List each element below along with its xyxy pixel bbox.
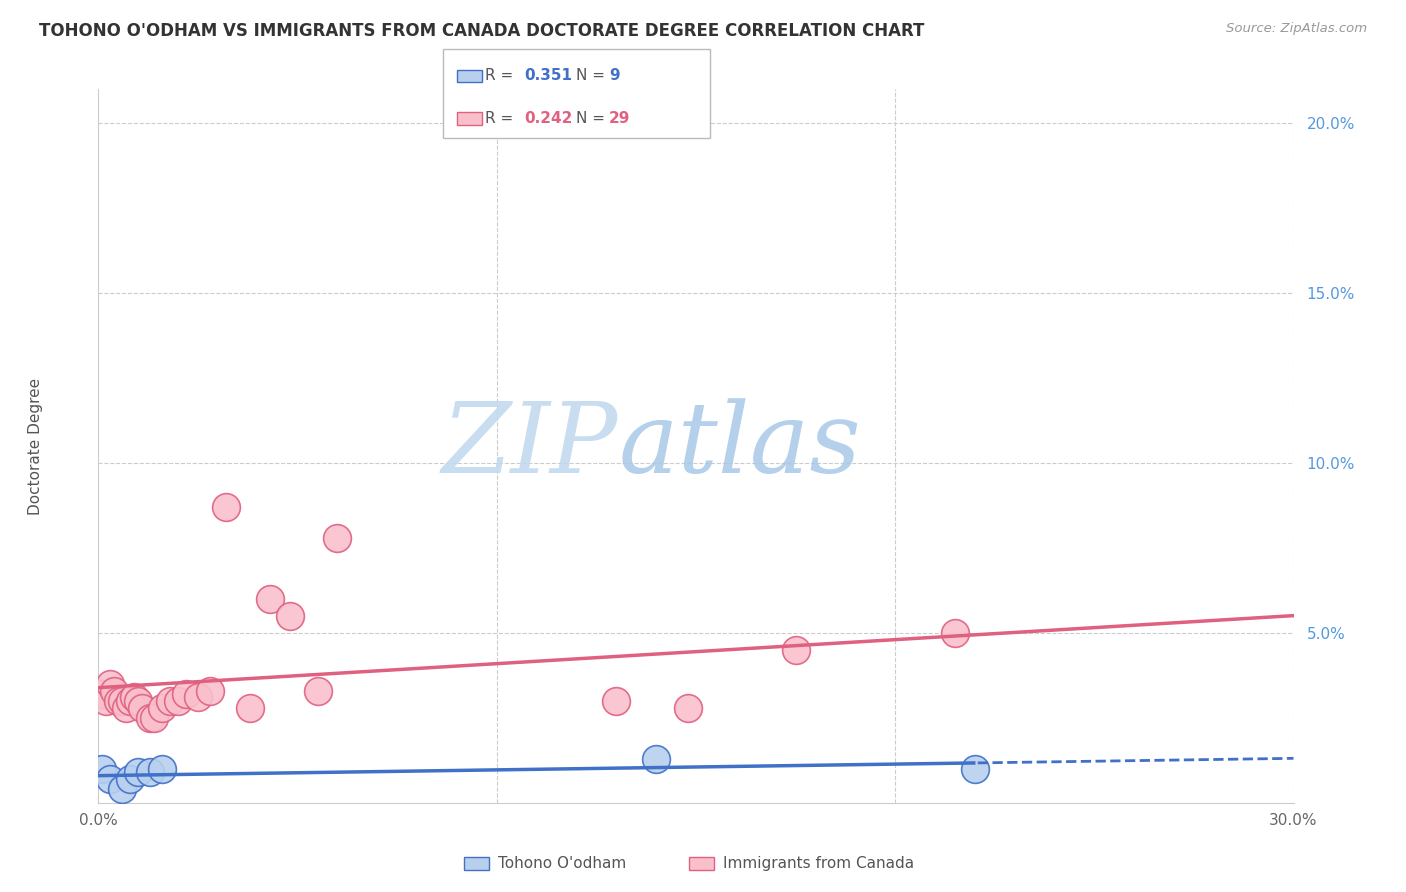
Point	[159, 694, 181, 708]
Text: N =: N =	[576, 112, 606, 126]
Point	[120, 694, 142, 708]
Point	[131, 700, 153, 714]
Point	[120, 772, 142, 786]
Point	[278, 608, 301, 623]
Point	[326, 531, 349, 545]
Point	[963, 762, 986, 776]
Point	[143, 711, 166, 725]
Point	[139, 765, 162, 780]
Point	[111, 694, 134, 708]
Point	[150, 700, 173, 714]
Point	[645, 751, 668, 765]
Point	[943, 626, 966, 640]
Text: 9: 9	[609, 69, 620, 83]
Text: TOHONO O'ODHAM VS IMMIGRANTS FROM CANADA DOCTORATE DEGREE CORRELATION CHART: TOHONO O'ODHAM VS IMMIGRANTS FROM CANADA…	[39, 22, 925, 40]
Point	[98, 677, 122, 691]
Text: atlas: atlas	[619, 399, 860, 493]
Point	[215, 500, 238, 515]
Point	[259, 591, 281, 606]
Y-axis label: Doctorate Degree: Doctorate Degree	[28, 377, 42, 515]
Point	[98, 772, 122, 786]
Point	[111, 782, 134, 797]
Text: Immigrants from Canada: Immigrants from Canada	[723, 856, 914, 871]
Text: Source: ZipAtlas.com: Source: ZipAtlas.com	[1226, 22, 1367, 36]
Point	[307, 683, 329, 698]
Point	[127, 694, 149, 708]
Text: N =: N =	[576, 69, 606, 83]
Text: 0.242: 0.242	[524, 112, 572, 126]
Point	[96, 694, 118, 708]
Point	[107, 694, 129, 708]
Point	[239, 700, 262, 714]
Point	[127, 765, 149, 780]
Point	[785, 643, 807, 657]
Point	[187, 690, 209, 705]
Text: Tohono O'odham: Tohono O'odham	[498, 856, 626, 871]
Point	[198, 683, 221, 698]
Point	[676, 700, 699, 714]
Point	[139, 711, 162, 725]
Text: R =: R =	[485, 112, 519, 126]
Text: 0.351: 0.351	[524, 69, 572, 83]
Point	[174, 687, 197, 701]
Point	[124, 690, 146, 705]
Point	[115, 700, 138, 714]
Text: 29: 29	[609, 112, 630, 126]
Point	[167, 694, 190, 708]
Text: ZIP: ZIP	[441, 399, 619, 493]
Point	[150, 762, 173, 776]
Point	[91, 762, 114, 776]
Point	[605, 694, 627, 708]
Point	[91, 687, 114, 701]
Text: R =: R =	[485, 69, 519, 83]
Point	[103, 683, 125, 698]
